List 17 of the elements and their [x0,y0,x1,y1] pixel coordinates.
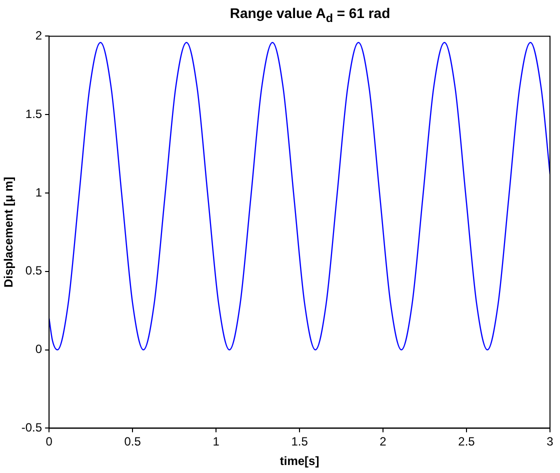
x-tick-label: 0.5 [124,434,142,449]
x-tick-label: 0 [46,434,53,449]
y-tick-label: 1 [35,185,42,200]
x-tick-label: 1 [212,434,220,449]
x-axis-title: time[s] [280,454,320,468]
y-tick-label: 0.5 [25,264,42,278]
x-tick-label: 2 [380,434,387,449]
y-tick-label: -0.5 [21,420,42,435]
x-tick-label: 2.5 [458,434,476,449]
y-axis-title: Displacement [μ m] [2,176,16,288]
x-tick-label: 1.5 [291,434,308,449]
y-tick-label: 0 [35,342,42,356]
x-tick-label: 3 [546,434,554,449]
chart-title: Range value A$_{d}$ = 61 rad [228,4,392,26]
y-tick-label: 2 [35,28,42,43]
y-tick-label: 1.5 [25,106,42,121]
line-series [49,42,550,350]
